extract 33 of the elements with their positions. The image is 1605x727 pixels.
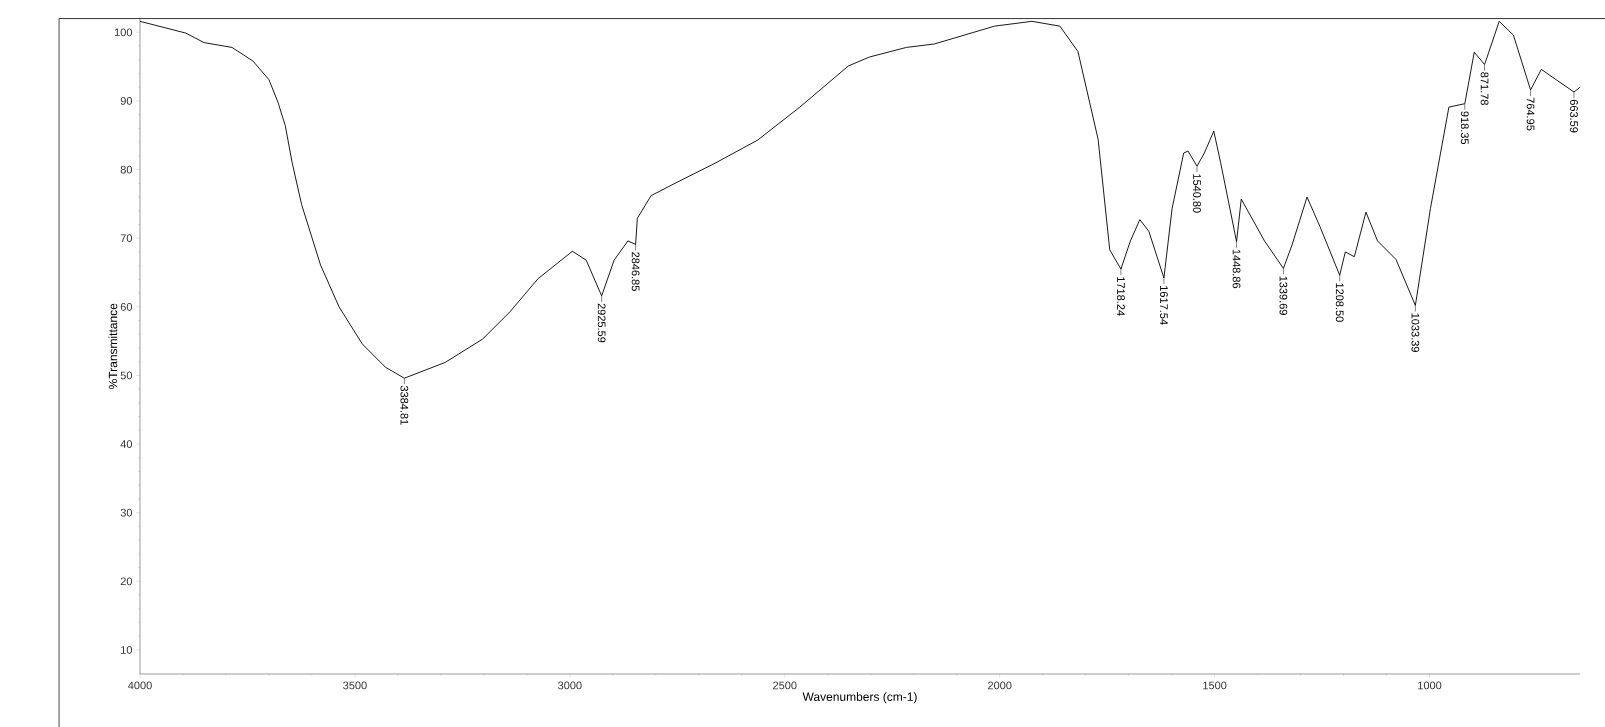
annotation: 1718.24: [1117, 277, 1125, 316]
y-tick-label: 80: [120, 165, 133, 174]
annotation: 3384.81: [400, 385, 409, 425]
annotation: 2925.59: [597, 303, 606, 343]
y-tick-label: 20: [120, 577, 133, 586]
annotation: 1448.86: [1232, 249, 1241, 289]
y-tick-label: 40: [120, 440, 133, 448]
y-tick-label: 60: [120, 302, 133, 311]
y-tick-label: 10: [121, 646, 133, 654]
annotation: 764.95: [1526, 97, 1535, 131]
x-tick-label: 4000: [128, 681, 152, 690]
annotation: 1617.54: [1160, 286, 1168, 325]
x-tick-label: 1500: [1203, 681, 1227, 690]
x-tick-label: 2500: [773, 681, 797, 690]
annotation: 871.78: [1480, 72, 1489, 105]
x-tick-label: 3000: [558, 681, 582, 690]
annotation: 1339.69: [1279, 276, 1288, 315]
annotation: 1540.80: [1193, 174, 1201, 213]
annotation: 1033.39: [1411, 313, 1420, 352]
x-tick-label: 1000: [1418, 681, 1442, 690]
x-axis-title: Wavenumbers (cm-1): [802, 692, 917, 704]
annotation: 2846.85: [631, 252, 640, 291]
x-tick-label: 2000: [988, 681, 1012, 690]
annotation: 918.35: [1460, 111, 1469, 145]
annotation: 663.59: [1570, 99, 1578, 133]
y-tick-label: 100: [114, 28, 133, 37]
annotation: 1208.50: [1335, 283, 1344, 322]
y-tick-label: 90: [120, 97, 133, 105]
y-tick-label: 50: [120, 371, 133, 380]
y-tick-label: 70: [120, 234, 133, 243]
y-axis-title: %Transmittance: [108, 303, 118, 389]
y-tick-label: 30: [120, 508, 133, 517]
x-tick-label: 3500: [343, 681, 367, 690]
